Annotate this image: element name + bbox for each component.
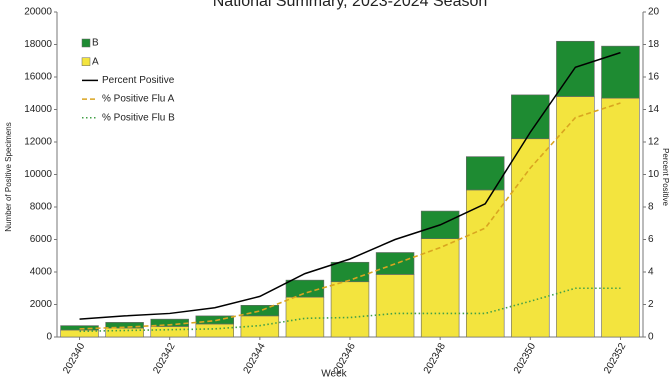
bar [150, 326, 189, 338]
bar [240, 315, 280, 338]
y-tick-label: 8000 [30, 202, 53, 213]
bar [60, 325, 99, 331]
line [79, 287, 621, 333]
x-axis-label: Week [321, 369, 347, 378]
y2-tick-label: 14 [648, 104, 660, 115]
legend-swatch [81, 38, 91, 48]
x-tick-label: 202342 [151, 341, 177, 376]
legend-label: A [92, 56, 99, 67]
y-tick-label: 14000 [24, 104, 52, 115]
bar [105, 322, 144, 329]
bar [330, 281, 370, 338]
chart-title: National Summary, 2023-2024 Season [213, 0, 488, 10]
bar [285, 279, 325, 298]
bar [195, 315, 235, 325]
y2-tick-label: 6 [648, 234, 654, 245]
y-tick-label: 16000 [24, 72, 52, 83]
y2-tick-label: 2 [648, 299, 654, 310]
line [79, 51, 621, 320]
y-tick-label: 6000 [30, 234, 53, 245]
y2-tick-label: 18 [648, 39, 660, 50]
legend-label: % Positive Flu A [102, 94, 175, 105]
x-tick-label: 202352 [602, 341, 628, 376]
y2-axis-label: Percent Positive [661, 148, 669, 206]
y-tick-label: 2000 [30, 299, 53, 310]
y-tick-label: 12000 [24, 137, 52, 148]
bar [601, 45, 640, 99]
bar [150, 318, 189, 327]
x-tick-label: 202350 [512, 341, 538, 376]
legend-label: % Positive Flu B [102, 112, 175, 123]
y-tick-label: 10000 [24, 169, 52, 180]
bar [285, 296, 325, 338]
y-tick-label: 0 [46, 332, 52, 343]
y-axis-label: Number of Positive Specimens [4, 122, 13, 231]
bar [375, 252, 415, 275]
y2-tick-label: 10 [648, 169, 660, 180]
x-tick-label: 202340 [61, 341, 87, 376]
bar [556, 40, 595, 97]
bar [465, 189, 505, 338]
y2-tick-label: 16 [648, 72, 660, 83]
line [79, 102, 621, 330]
legend-label: Percent Positive [102, 75, 175, 86]
y2-tick-label: 20 [648, 7, 660, 18]
y-tick-label: 4000 [30, 267, 53, 278]
bar [105, 327, 144, 338]
legend-label: B [92, 38, 99, 49]
bar [601, 97, 640, 338]
bar [195, 323, 235, 338]
y2-tick-label: 0 [648, 332, 654, 343]
bar [420, 238, 460, 338]
bar [465, 156, 505, 191]
bar [330, 261, 370, 283]
bar [375, 274, 415, 338]
legend-swatch [81, 57, 91, 66]
y-tick-label: 18000 [24, 39, 52, 50]
y2-tick-label: 12 [648, 137, 660, 148]
bar [240, 305, 280, 317]
x-tick-label: 202344 [242, 341, 268, 376]
y2-tick-label: 8 [648, 202, 654, 213]
y2-tick-label: 4 [648, 267, 654, 278]
x-tick-label: 202348 [422, 341, 448, 376]
y-tick-label: 20000 [24, 7, 52, 18]
